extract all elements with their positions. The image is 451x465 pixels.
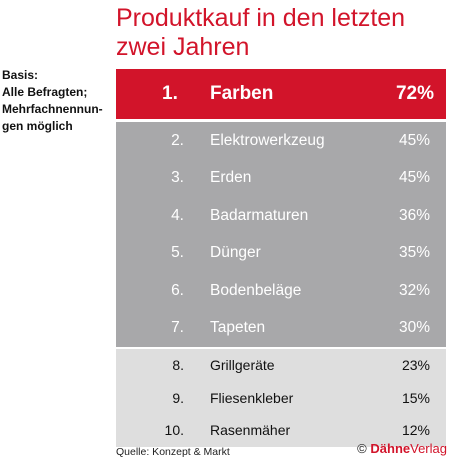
percent-value: 35%: [398, 244, 430, 262]
rank-label: 3.: [171, 169, 184, 187]
percent-value: 30%: [398, 319, 430, 337]
rank-label: 10.: [164, 422, 184, 439]
ranking-row-3: 3. Erden 45%: [116, 160, 446, 198]
percent-value: 32%: [398, 281, 430, 299]
percent-value: 12%: [401, 422, 430, 439]
percent-value: 72%: [395, 83, 434, 104]
ranking-row-9: 9. Fliesenkleber 15%: [116, 382, 446, 415]
basis-line-3: Mehrfachnennun-: [2, 102, 103, 116]
percent-value: 45%: [398, 131, 430, 149]
ranking-group-low: 8. Grillgeräte 23% 9. Fliesenkleber 15% …: [116, 349, 446, 447]
rank-label: 2.: [171, 131, 184, 149]
percent-value: 36%: [398, 206, 430, 224]
ranking-row-5: 5. Dünger 35%: [116, 235, 446, 273]
percent-value: 45%: [398, 169, 430, 187]
ranking-row-10: 10. Rasenmäher 12%: [116, 414, 446, 447]
rank-label: 5.: [171, 244, 184, 262]
ranking-row-4: 4. Badarmaturen 36%: [116, 197, 446, 235]
basis-line-4: gen möglich: [2, 119, 73, 133]
ranking-row-7: 7. Tapeten 30%: [116, 310, 446, 348]
product-name: Fliesenkleber: [210, 389, 294, 406]
source-note: Quelle: Konzept & Markt: [116, 446, 230, 458]
publisher-brand: Dähne: [370, 441, 411, 456]
ranking-group-mid: 2. Elektrowerkzeug 45% 3. Erden 45% 4. B…: [116, 122, 446, 347]
rank-label: 4.: [171, 206, 184, 224]
percent-value: 23%: [401, 357, 430, 374]
product-name: Farben: [210, 83, 274, 104]
product-name: Dünger: [210, 244, 261, 262]
product-name: Badarmaturen: [210, 206, 309, 224]
copyright-notice: © DähneVerlag: [357, 441, 447, 456]
rank-label: 6.: [171, 281, 184, 299]
row-separator: [116, 119, 446, 122]
ranking-row-6: 6. Bodenbeläge 32%: [116, 272, 446, 310]
rank-label: 9.: [172, 389, 184, 406]
rank-label: 8.: [172, 357, 184, 374]
ranking-row-1: 1. Farben 72%: [116, 69, 446, 119]
chart-title-line-1: Produktkauf in den letzten: [116, 4, 406, 32]
rank-label: 7.: [171, 319, 184, 337]
basis-note: Basis: Alle Befragten; Mehrfachnennun- g…: [2, 67, 112, 135]
product-name: Grillgeräte: [210, 357, 275, 374]
ranking-row-2: 2. Elektrowerkzeug 45%: [116, 122, 446, 160]
basis-line-1: Basis:: [2, 68, 39, 82]
product-name: Elektrowerkzeug: [210, 131, 325, 149]
group-divider: [116, 347, 446, 349]
copyright-symbol: ©: [357, 441, 367, 456]
rank-label: 1.: [162, 83, 178, 104]
ranking-row-8: 8. Grillgeräte 23%: [116, 349, 446, 382]
product-name: Rasenmäher: [210, 422, 291, 439]
chart-title-line-2: zwei Jahren: [116, 33, 250, 61]
product-name: Bodenbeläge: [210, 281, 302, 299]
publisher-suffix: Verlag: [410, 441, 447, 456]
percent-value: 15%: [401, 389, 430, 406]
product-name: Tapeten: [210, 319, 266, 337]
basis-line-2: Alle Befragten;: [2, 85, 88, 99]
chart-title: Produktkauf in den letzten zwei Jahren: [116, 4, 446, 62]
product-name: Erden: [210, 169, 252, 187]
ranking-table: 1. Farben 72% 2. Elektrowerkzeug 45% 3. …: [116, 69, 446, 447]
